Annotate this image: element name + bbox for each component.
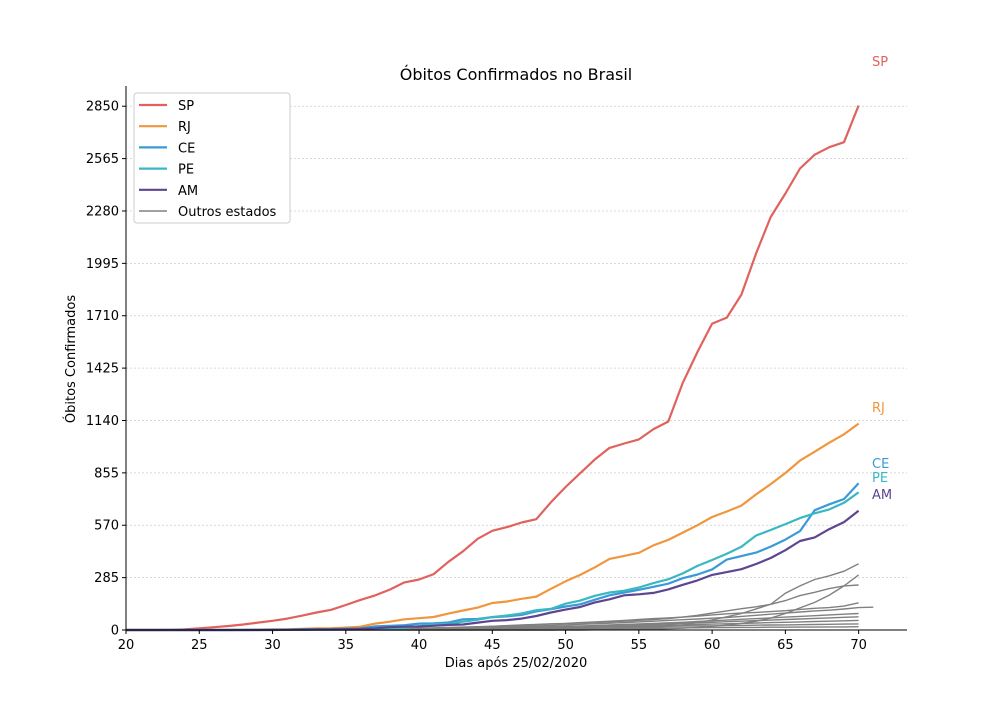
x-tick-label: 25 <box>191 638 208 653</box>
legend-label: AM <box>178 184 198 199</box>
x-tick-label: 60 <box>704 638 721 653</box>
end-label-sp: SP <box>872 55 888 70</box>
y-tick-label: 1425 <box>86 362 119 377</box>
y-tick-label: 570 <box>94 519 119 534</box>
y-tick-label: 1140 <box>86 414 119 429</box>
end-label-rj: RJ <box>872 401 885 416</box>
y-tick-label: 285 <box>94 571 119 586</box>
x-tick-label: 70 <box>850 638 867 653</box>
end-label-ce: CE <box>872 457 889 472</box>
x-axis-label: Dias após 25/02/2020 <box>445 656 588 671</box>
end-label-pe: PE <box>872 471 888 486</box>
legend-label: Outros estados <box>178 205 277 220</box>
x-tick-label: 65 <box>777 638 794 653</box>
legend-label: SP <box>178 99 194 114</box>
legend-label: PE <box>178 163 194 178</box>
chart-title: Óbitos Confirmados no Brasil <box>400 65 633 84</box>
y-tick-label: 1995 <box>86 257 119 272</box>
series-line-sp <box>126 105 860 632</box>
x-tick-label: 30 <box>264 638 281 653</box>
x-tick-label: 45 <box>484 638 501 653</box>
series-line-rj <box>126 422 860 632</box>
y-axis-label: Óbitos Confirmados <box>63 295 79 423</box>
x-tick-label: 20 <box>118 638 135 653</box>
legend-label: RJ <box>178 120 191 135</box>
x-tick-label: 35 <box>338 638 355 653</box>
y-tick-label: 2565 <box>86 152 119 167</box>
legend: SP RJ CE PE AM Outros estados <box>133 92 291 224</box>
y-tick-label: 855 <box>94 466 119 481</box>
x-tick-label: 50 <box>557 638 574 653</box>
x-tick-label: 40 <box>411 638 428 653</box>
end-label-am: AM <box>872 488 892 503</box>
x-tick-label: 55 <box>631 638 648 653</box>
y-tick-label: 2280 <box>86 204 119 219</box>
legend-label: CE <box>178 141 195 156</box>
series-line-pe <box>126 491 860 632</box>
y-tick-label: 1710 <box>86 309 119 324</box>
y-tick-label: 0 <box>111 624 119 639</box>
legend-box <box>133 92 291 224</box>
y-tick-label: 2850 <box>86 100 119 115</box>
axes: 0285570855114014251710199522802565285020… <box>86 86 907 653</box>
